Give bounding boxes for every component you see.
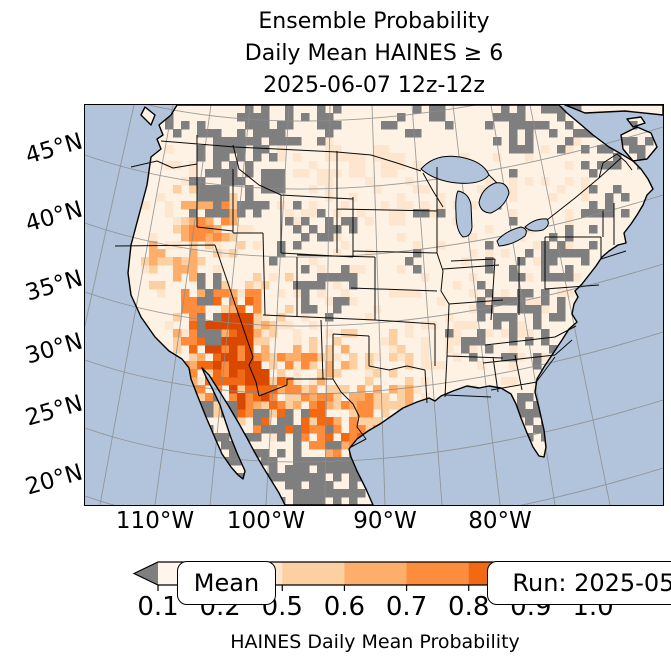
- lon-tick-label: 100°W: [226, 508, 306, 534]
- lat-tick-label: 45°N: [22, 128, 86, 170]
- lon-tick-label: 80°W: [468, 508, 532, 534]
- colorbar-axis-label: HAINES Daily Mean Probability: [230, 631, 520, 653]
- plot-title: Ensemble Probability Daily Mean HAINES ≥…: [85, 6, 663, 102]
- colorbar-segment: [344, 562, 408, 585]
- colorbar-segment: [282, 562, 345, 585]
- colorbar-tick-label: 0.7: [386, 592, 427, 622]
- map-axes: Mean Run: 2025-05-21: [84, 104, 671, 605]
- lat-tick-label: 30°N: [22, 328, 86, 370]
- lat-tick-label: 35°N: [22, 265, 86, 307]
- lon-tick-label: 110°W: [115, 508, 195, 534]
- probability-map: [85, 105, 663, 505]
- lat-tick-label: 40°N: [22, 196, 86, 238]
- mean-annotation-box: Mean: [177, 561, 276, 605]
- colorbar-under-arrow: [134, 562, 158, 585]
- lat-tick-label: 20°N: [22, 459, 86, 501]
- colorbar-tick-label: 0.6: [324, 592, 365, 622]
- lat-tick-label: 25°N: [22, 390, 86, 432]
- run-date-annotation-box: Run: 2025-05-21: [487, 561, 671, 605]
- title-line-2: Daily Mean HAINES ≥ 6: [244, 41, 504, 66]
- title-line-3: 2025-06-07 12z-12z: [263, 73, 485, 98]
- colorbar-tick-label: 0.1: [137, 592, 178, 622]
- colorbar-tick-label: 0.8: [448, 592, 489, 622]
- lon-tick-label: 90°W: [353, 508, 417, 534]
- title-line-1: Ensemble Probability: [258, 9, 490, 34]
- colorbar-segment: [406, 562, 470, 585]
